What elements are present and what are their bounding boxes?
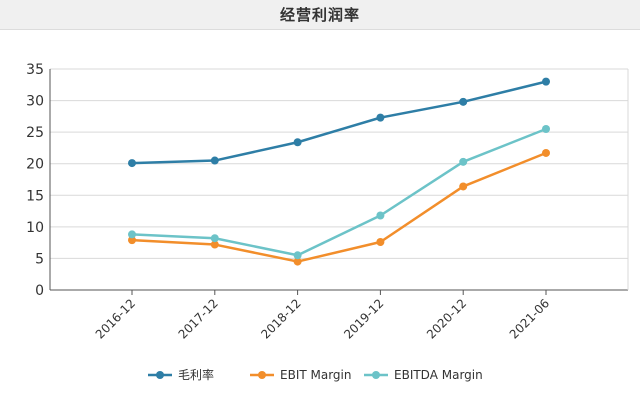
- legend-swatch-marker: [372, 371, 380, 379]
- x-tick-label: 2021-06: [507, 296, 552, 341]
- legend-item-label[interactable]: 毛利率: [178, 367, 214, 382]
- y-tick-label: 15: [26, 188, 44, 204]
- data-point[interactable]: [293, 257, 302, 266]
- x-tick-label: 2020-12: [424, 296, 469, 341]
- series-line-0: [131, 80, 547, 165]
- y-tick-label: 30: [26, 94, 44, 110]
- data-point[interactable]: [293, 138, 302, 147]
- y-tick-label: 20: [26, 157, 44, 173]
- chart-title: 经营利润率: [279, 6, 360, 24]
- y-tick-label: 35: [26, 62, 44, 78]
- data-point[interactable]: [210, 156, 219, 165]
- data-point[interactable]: [210, 234, 219, 243]
- y-tick-label: 5: [35, 251, 44, 267]
- series-line-1: [131, 151, 547, 263]
- y-tick-label: 10: [26, 220, 44, 236]
- data-point[interactable]: [376, 211, 385, 220]
- chart-header: 经营利润率: [0, 0, 640, 30]
- data-point[interactable]: [459, 157, 468, 166]
- series-line-2: [131, 127, 547, 257]
- data-point[interactable]: [376, 113, 385, 122]
- data-point[interactable]: [542, 77, 550, 86]
- x-tick-label: 2016-12: [93, 296, 138, 341]
- y-tick-label: 25: [26, 125, 44, 141]
- data-point[interactable]: [210, 240, 219, 249]
- x-tick-label: 2019-12: [341, 296, 386, 341]
- legend-swatch-marker: [156, 371, 164, 379]
- x-tick-label: 2018-12: [258, 296, 303, 341]
- y-tick-label: 0: [35, 283, 44, 299]
- data-point[interactable]: [128, 159, 136, 168]
- data-point[interactable]: [376, 238, 385, 247]
- data-point[interactable]: [293, 251, 302, 260]
- data-point[interactable]: [542, 148, 550, 157]
- legend-item-label[interactable]: EBITDA Margin: [394, 368, 483, 382]
- data-point[interactable]: [128, 230, 136, 239]
- data-point[interactable]: [128, 236, 136, 245]
- x-tick-label: 2017-12: [176, 296, 221, 341]
- legend-item-label[interactable]: EBIT Margin: [280, 368, 351, 382]
- legend-swatch-marker: [258, 371, 266, 379]
- data-point[interactable]: [459, 97, 468, 106]
- data-point[interactable]: [542, 124, 550, 133]
- data-point[interactable]: [459, 182, 468, 191]
